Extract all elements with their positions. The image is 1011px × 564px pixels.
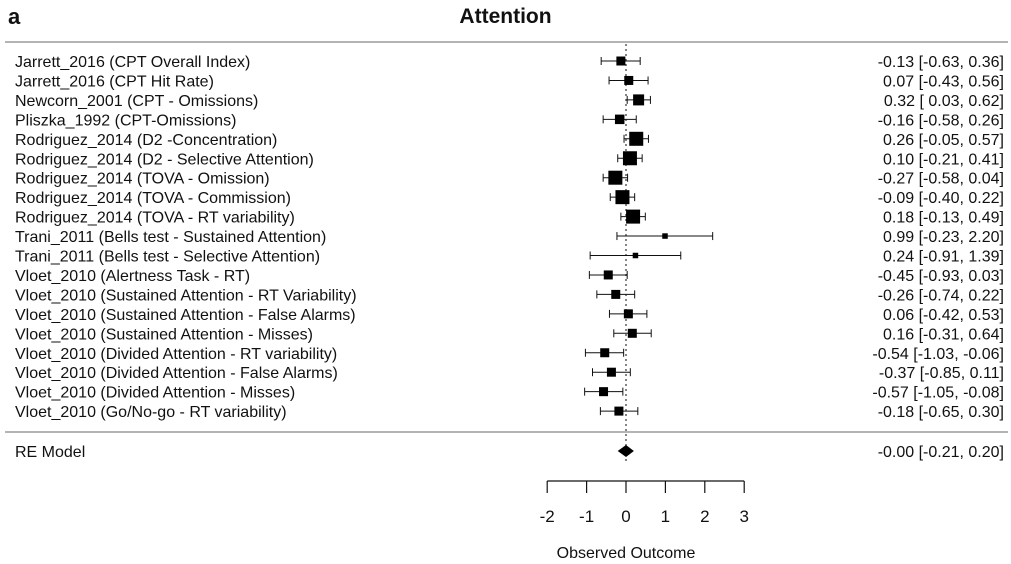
study-label: Pliszka_1992 (CPT-Omissions) [15, 112, 236, 129]
point-estimate-square [624, 75, 634, 85]
x-axis: -2 -1 0 1 2 3 [540, 480, 749, 526]
study-row: Vloet_2010 (Sustained Attention - RT Var… [15, 287, 1004, 304]
estimate-ci-text: 0.24 [-0.91, 1.39] [883, 249, 1004, 266]
point-estimate-square [600, 348, 610, 358]
point-estimate-square [614, 406, 624, 416]
point-estimate-square [629, 131, 644, 146]
point-estimate-square [615, 190, 630, 205]
study-row: Vloet_2010 (Divided Attention - RT varia… [15, 346, 1004, 363]
x-tick-label: 2 [700, 507, 709, 526]
study-label: Rodriguez_2014 (D2 -Concentration) [15, 132, 277, 149]
study-row: Vloet_2010 (Sustained Attention - False … [15, 307, 1004, 324]
study-row: Pliszka_1992 (CPT-Omissions) -0.16 [-0.58… [15, 112, 1004, 129]
estimate-ci-text: 0.16 [-0.31, 0.64] [883, 326, 1004, 343]
estimate-ci-text: -0.16 [-0.58, 0.26] [878, 112, 1004, 129]
summary-label: RE Model [15, 444, 85, 461]
estimate-ci-text: -0.57 [-1.05, -0.08] [872, 385, 1004, 402]
estimate-ci-text: -0.26 [-0.74, 0.22] [878, 287, 1004, 304]
x-tick-label: -2 [540, 507, 555, 526]
point-estimate-square [608, 170, 623, 185]
study-row: Rodriguez_2014 (TOVA - Commission) -0.09 … [15, 190, 1004, 207]
chart-title: Attention [459, 5, 552, 28]
study-label: Rodriguez_2014 (TOVA - Commission) [15, 190, 291, 207]
study-row: Trani_2011 (Bells test - Sustained Atten… [15, 229, 1004, 246]
panel-letter: a [8, 4, 21, 29]
study-row: Rodriguez_2014 (D2 - Selective Attention… [15, 151, 1004, 168]
study-row: Vloet_2010 (Sustained Attention - Misses… [15, 326, 1004, 343]
estimate-ci-text: 0.26 [-0.05, 0.57] [883, 132, 1004, 149]
point-estimate-square [626, 209, 641, 224]
study-label: Vloet_2010 (Alertness Task - RT) [15, 268, 250, 285]
point-estimate-square [623, 309, 633, 319]
estimate-ci-text: -0.27 [-0.58, 0.04] [878, 171, 1004, 188]
estimate-ci-text: 0.07 [-0.43, 0.56] [883, 73, 1004, 90]
summary-row: RE Model -0.00 [-0.21, 0.20] [15, 444, 1004, 461]
study-label: Jarrett_2016 (CPT Hit Rate) [15, 73, 214, 90]
study-row: Vloet_2010 (Go/No-go - RT variability) -0… [15, 404, 1004, 421]
estimate-ci-text: 0.06 [-0.42, 0.53] [883, 307, 1004, 324]
study-row: Vloet_2010 (Divided Attention - False Al… [15, 365, 1004, 382]
estimate-ci-text: 0.32 [ 0.03, 0.62] [884, 93, 1004, 110]
study-label: Trani_2011 (Bells test - Sustained Atten… [15, 229, 326, 246]
study-label: Newcorn_2001 (CPT - Omissions) [15, 93, 258, 110]
study-row: Trani_2011 (Bells test - Selective Atten… [15, 249, 1004, 266]
summary-ci-text: -0.00 [-0.21, 0.20] [878, 444, 1004, 461]
point-estimate-square [611, 289, 621, 299]
study-label: Vloet_2010 (Divided Attention - Misses) [15, 385, 295, 402]
estimate-ci-text: -0.54 [-1.03, -0.06] [872, 346, 1004, 363]
study-row: Vloet_2010 (Alertness Task - RT) -0.45 [-… [15, 268, 1004, 285]
summary-diamond [617, 445, 634, 457]
point-estimate-square [633, 94, 645, 106]
study-label: Vloet_2010 (Divided Attention - False Al… [15, 365, 338, 382]
study-row: Jarrett_2016 (CPT Hit Rate) 0.07 [-0.43, … [15, 73, 1004, 90]
estimate-ci-text: -0.45 [-0.93, 0.03] [878, 268, 1004, 285]
study-label: Rodriguez_2014 (D2 - Selective Attention… [15, 151, 314, 168]
point-estimate-square [616, 56, 626, 66]
point-estimate-square [632, 252, 639, 259]
x-axis-label: Observed Outcome [557, 545, 696, 562]
point-estimate-square [599, 387, 609, 397]
estimate-ci-text: 0.10 [-0.21, 0.41] [883, 151, 1004, 168]
study-label: Rodriguez_2014 (TOVA - RT variability) [15, 210, 295, 227]
study-label: Vloet_2010 (Go/No-go - RT variability) [15, 404, 287, 421]
point-estimate-square [614, 114, 625, 125]
study-label: Vloet_2010 (Sustained Attention - Misses… [15, 326, 313, 343]
study-row: Vloet_2010 (Divided Attention - Misses) -… [15, 385, 1004, 402]
x-tick-label: 0 [621, 507, 630, 526]
study-row: Rodriguez_2014 (TOVA - RT variability) 0.… [15, 209, 1004, 227]
x-tick-label: -1 [579, 507, 594, 526]
point-estimate-square [622, 151, 637, 166]
study-rows: Jarrett_2016 (CPT Overall Index) -0.13 [-… [15, 44, 1004, 462]
point-estimate-square [627, 328, 637, 338]
study-row: Newcorn_2001 (CPT - Omissions) 0.32 [ 0.0… [15, 93, 1004, 110]
estimate-ci-text: 0.99 [-0.23, 2.20] [883, 229, 1004, 246]
estimate-ci-text: -0.18 [-0.65, 0.30] [878, 404, 1004, 421]
study-label: Jarrett_2016 (CPT Overall Index) [15, 54, 250, 71]
x-tick-label: 1 [661, 507, 670, 526]
point-estimate-square [603, 270, 613, 280]
estimate-ci-text: 0.18 [-0.13, 0.49] [883, 210, 1004, 227]
study-row: Rodriguez_2014 (TOVA - Omission) -0.27 [-… [15, 170, 1004, 188]
study-row: Rodriguez_2014 (D2 -Concentration) 0.26 [… [15, 131, 1004, 149]
estimate-ci-text: -0.37 [-0.85, 0.11] [879, 365, 1004, 382]
study-label: Rodriguez_2014 (TOVA - Omission) [15, 171, 270, 188]
point-estimate-square [606, 367, 616, 377]
estimate-ci-text: -0.13 [-0.63, 0.36] [878, 54, 1004, 71]
study-label: Vloet_2010 (Sustained Attention - False … [15, 307, 356, 324]
study-label: Trani_2011 (Bells test - Selective Atten… [15, 249, 320, 266]
study-row: Jarrett_2016 (CPT Overall Index) -0.13 [-… [15, 54, 1004, 71]
study-label: Vloet_2010 (Sustained Attention - RT Var… [15, 287, 357, 304]
study-label: Vloet_2010 (Divided Attention - RT varia… [15, 346, 337, 363]
x-tick-label: 3 [739, 507, 748, 526]
point-estimate-square [662, 233, 668, 239]
estimate-ci-text: -0.09 [-0.40, 0.22] [878, 190, 1004, 207]
